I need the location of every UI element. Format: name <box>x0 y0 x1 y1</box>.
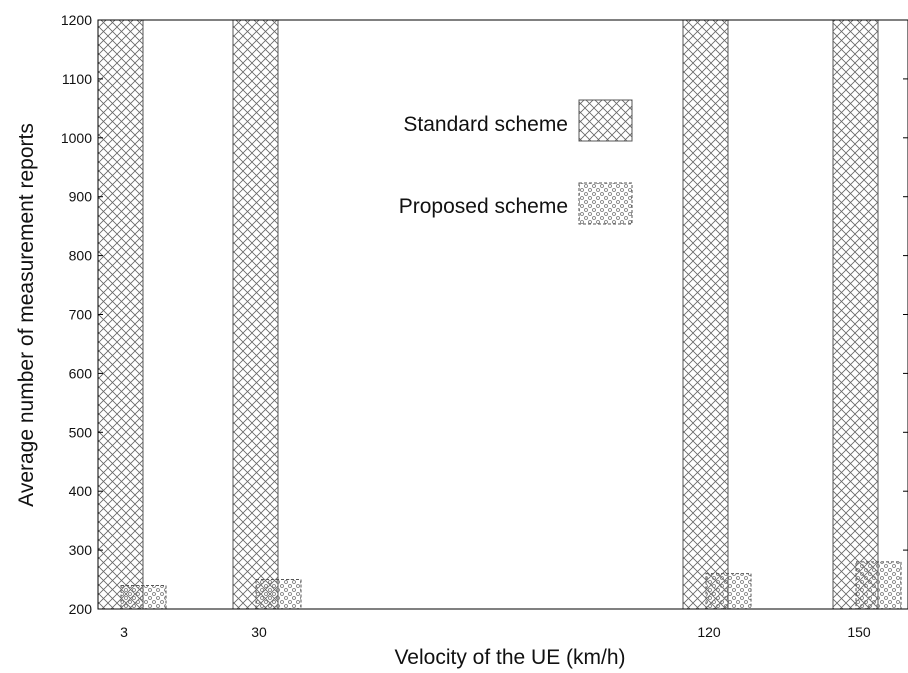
bar-proposed-3 <box>120 584 167 610</box>
x-tick-label: 150 <box>847 624 871 640</box>
x-tick-label: 3 <box>120 624 128 640</box>
bar-proposed-30 <box>255 579 302 610</box>
legend-label-proposed: Proposed scheme <box>399 195 568 218</box>
y-tick-label: 200 <box>69 601 93 617</box>
y-tick-label: 400 <box>69 483 93 499</box>
bar-standard-120 <box>682 19 729 610</box>
bar-proposed-150 <box>855 561 902 610</box>
legend-label-standard: Standard scheme <box>403 113 568 136</box>
y-tick-label: 300 <box>69 542 93 558</box>
x-tick-label: 120 <box>697 624 721 640</box>
bar-standard-150 <box>832 19 879 610</box>
bars-group <box>97 19 902 610</box>
y-tick-label: 1000 <box>61 130 92 146</box>
bar-standard-3 <box>97 19 144 610</box>
y-tick-label: 700 <box>69 307 93 323</box>
legend-swatch-standard <box>578 99 633 142</box>
y-axis-ticks: 200 300 400 500 600 700 800 900 1000 1100 1200 <box>61 12 908 617</box>
bar-proposed-120 <box>705 573 752 610</box>
y-tick-label: 900 <box>69 189 93 205</box>
y-tick-label: 800 <box>69 248 93 264</box>
legend-swatch-proposed <box>578 182 633 225</box>
y-tick-label: 1200 <box>61 12 92 28</box>
y-tick-label: 1100 <box>62 71 92 87</box>
y-axis-title: Average number of measurement reports <box>15 123 38 507</box>
x-axis-ticks: 3 30 120 150 <box>120 624 871 640</box>
y-tick-label: 600 <box>69 365 93 381</box>
x-axis-title: Velocity of the UE (km/h) <box>394 646 625 669</box>
legend: Standard scheme Proposed scheme <box>399 99 633 225</box>
plot-frame <box>97 19 908 610</box>
y-tick-label: 500 <box>69 424 93 440</box>
bar-standard-30 <box>232 19 279 610</box>
x-tick-label: 30 <box>251 624 267 640</box>
